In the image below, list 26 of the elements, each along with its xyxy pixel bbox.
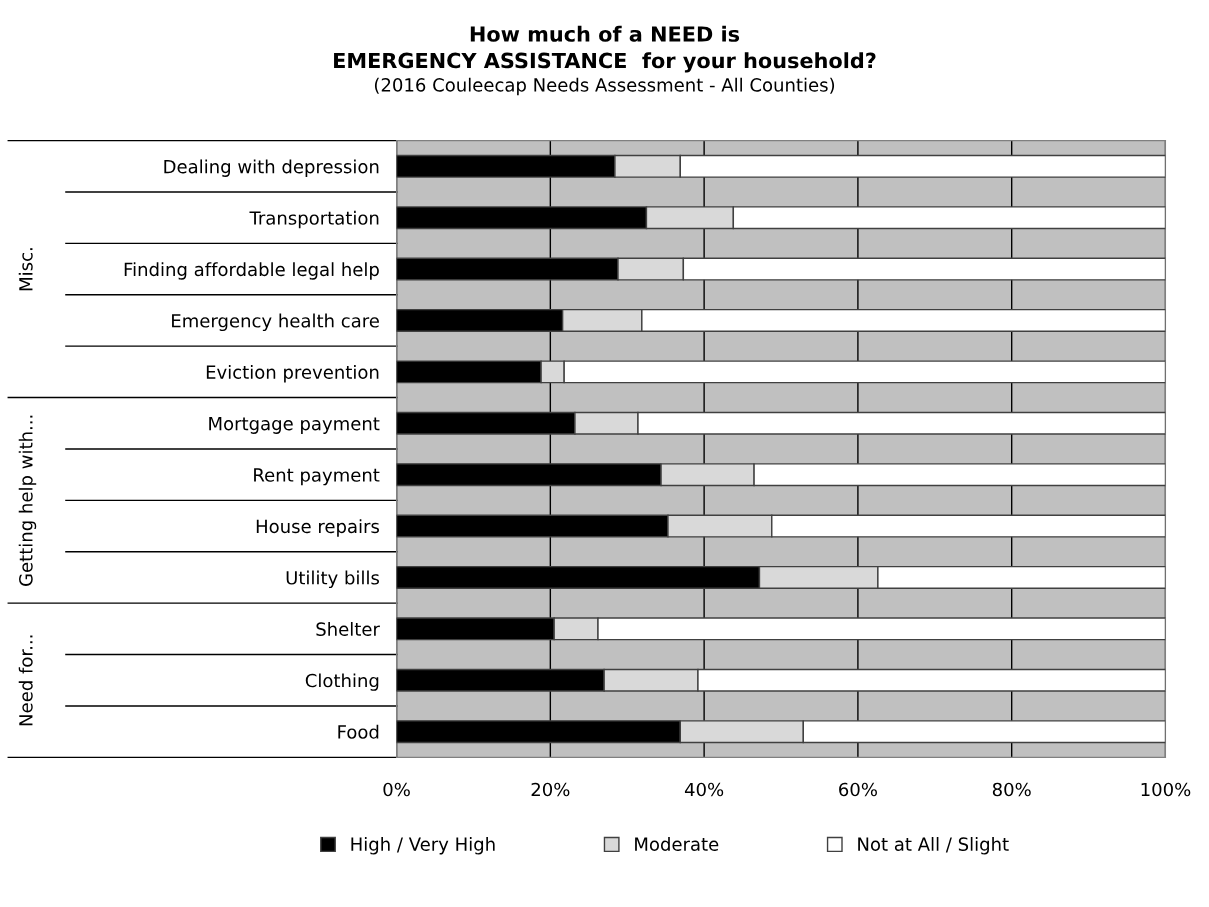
chart-subtitle: (2016 Couleecap Needs Assessment - All Counties) <box>374 77 835 96</box>
y-tick-label: House repairs <box>256 519 379 537</box>
y-tick-label: Utility bills <box>286 570 380 589</box>
chart-title: How much of a NEED is EMERGENCY ASSISTANCE for your household? <box>334 25 876 73</box>
y-tick-label: Mortgage payment <box>209 416 380 434</box>
text: Misc. <box>18 248 33 291</box>
y-tick-label: Dealing with depression <box>164 159 379 177</box>
legend-label: Not at All / Slight <box>858 837 1009 855</box>
x-tick-label: 60% <box>839 782 877 797</box>
y-tick-label: Food <box>338 724 379 739</box>
y-tick-label: Clothing <box>305 673 379 691</box>
y-tick-label: Transportation <box>249 210 379 229</box>
x-tick-label: 80% <box>992 782 1031 797</box>
x-tick-label: 100% <box>1141 782 1191 797</box>
x-tick-label: 0% <box>383 782 410 797</box>
y-tick-label: Emergency health care <box>172 313 379 332</box>
y-tick-label: Shelter <box>316 621 380 636</box>
y-tick-label: Finding affordable legal help <box>124 262 379 280</box>
y-tick-label: Eviction prevention <box>206 365 379 383</box>
legend-label: Moderate <box>635 837 719 851</box>
text: Getting help with... <box>18 415 37 586</box>
legend-label: High / Very High <box>351 837 495 855</box>
y-tick-label: Rent payment <box>254 468 380 486</box>
x-tick-label: 40% <box>684 782 724 797</box>
text: Need for... <box>18 635 33 726</box>
x-tick-label: 20% <box>531 782 570 797</box>
